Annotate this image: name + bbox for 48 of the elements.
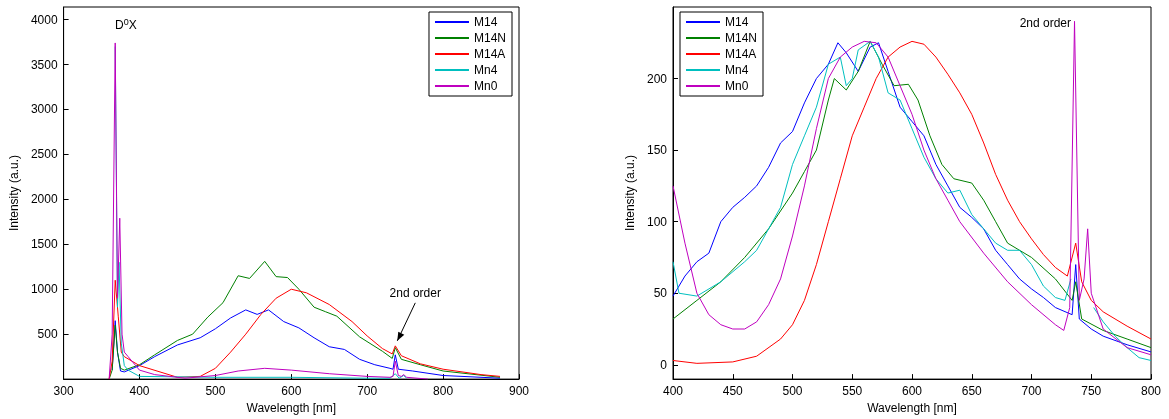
- x-tick-label: 300: [53, 384, 74, 399]
- x-tick-label: 700: [357, 384, 378, 399]
- y-tick-label: 0: [660, 357, 668, 372]
- legend-label: M14A: [473, 47, 506, 61]
- y-axis-title: Intensity (a.u.): [7, 155, 21, 232]
- x-tick-label: 800: [1140, 384, 1162, 399]
- y-tick-label: 2500: [30, 147, 58, 162]
- annotation: 2nd order: [389, 285, 441, 300]
- y-tick-label: 1000: [30, 282, 58, 297]
- legend-label: M14: [473, 15, 498, 29]
- y-tick-label: 3000: [30, 102, 58, 117]
- x-tick-label: 500: [205, 384, 226, 399]
- x-tick-label: 500: [782, 384, 803, 399]
- legend-label: M14N: [473, 31, 507, 45]
- y-tick-label: 500: [37, 327, 58, 342]
- legend-label: M14N: [725, 31, 758, 45]
- x-tick-label: 650: [961, 384, 983, 399]
- x-tick-label: 400: [129, 384, 150, 399]
- legend-label: M14: [725, 15, 749, 29]
- x-axis-title: Wavelength [nm]: [867, 401, 957, 415]
- x-tick-label: 600: [901, 384, 923, 399]
- y-tick-label: 200: [646, 71, 668, 86]
- x-tick-label: 800: [433, 384, 454, 399]
- y-tick-label: 100: [646, 214, 668, 229]
- y-tick-label: 3500: [30, 57, 58, 72]
- x-tick-label: 750: [1081, 384, 1102, 399]
- legend-label: Mn4: [473, 63, 498, 77]
- x-tick-label: 900: [508, 384, 530, 399]
- y-tick-label: 2000: [30, 192, 58, 207]
- annotation: 2nd order: [1019, 16, 1072, 30]
- y-tick-label: 1500: [30, 237, 58, 252]
- x-tick-label: 550: [842, 384, 863, 399]
- x-tick-label: 400: [662, 384, 684, 399]
- legend-label: M14A: [725, 47, 757, 61]
- x-axis-title: Wavelength [nm]: [246, 401, 337, 415]
- legend-label: Mn4: [725, 63, 749, 77]
- y-tick-label: 150: [646, 143, 668, 158]
- legend-label: Mn0: [725, 79, 749, 93]
- y-axis-title: Intensity (a.u.): [623, 155, 638, 232]
- x-tick-label: 450: [722, 384, 744, 399]
- x-tick-label: 600: [281, 384, 302, 399]
- line-series: [108, 279, 501, 380]
- y-tick-label: 4000: [30, 12, 58, 27]
- legend-label: Mn0: [473, 79, 498, 93]
- x-tick-label: 700: [1021, 384, 1042, 399]
- line-series: [111, 309, 501, 379]
- line-series: [108, 260, 501, 380]
- y-tick-label: 50: [653, 286, 668, 301]
